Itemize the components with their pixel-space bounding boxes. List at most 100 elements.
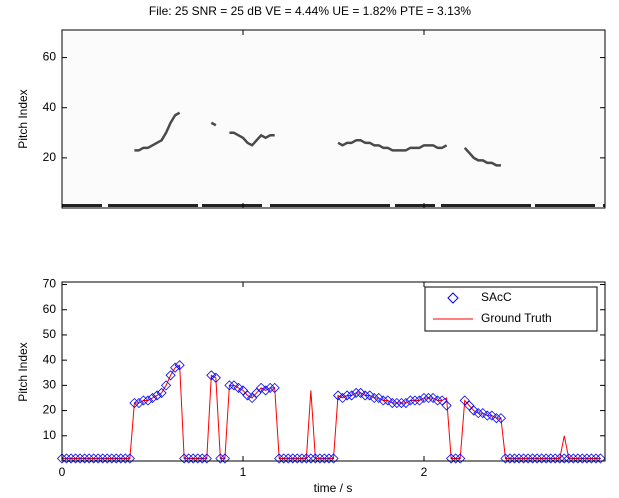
diamond-marker	[283, 453, 294, 464]
diamond-marker	[482, 410, 493, 421]
y-tick-label: 70	[43, 277, 57, 291]
diamond-marker	[97, 453, 108, 464]
diamond-marker	[418, 392, 430, 404]
diamond-marker	[355, 387, 366, 398]
diamond-marker	[274, 453, 285, 464]
diamond-marker	[278, 453, 289, 464]
diamond-marker	[500, 453, 511, 464]
series-line	[62, 364, 601, 459]
diamond-marker	[115, 453, 126, 464]
diamond-marker	[147, 392, 158, 404]
diamond-marker	[228, 380, 240, 391]
y-tick-label: 60	[43, 302, 57, 316]
diamond-marker	[102, 453, 113, 464]
diamond-marker	[541, 453, 552, 464]
diamond-marker	[210, 372, 221, 383]
y-tick-label: 50	[43, 327, 57, 341]
diamond-marker	[215, 453, 226, 464]
diamond-marker	[550, 453, 561, 464]
diamond-marker	[391, 397, 402, 409]
diamond-marker	[491, 413, 502, 424]
diamond-marker	[468, 405, 479, 416]
diamond-marker	[595, 453, 606, 464]
diamond-marker	[495, 413, 506, 424]
diamond-marker	[405, 395, 416, 406]
diamond-marker	[572, 453, 583, 464]
diamond-marker	[170, 362, 181, 373]
legend-label: SAcC	[481, 290, 512, 304]
diamond-marker	[88, 453, 99, 464]
diamond-marker	[314, 453, 325, 464]
image-contour	[229, 131, 275, 147]
diamond-marker	[536, 453, 547, 464]
y-tick-label: 10	[43, 428, 57, 442]
diamond-marker	[532, 453, 543, 464]
diamond-marker	[513, 453, 525, 464]
diamond-marker	[400, 397, 411, 409]
y-tick-label: 40	[43, 352, 57, 366]
diamond-marker	[581, 453, 592, 464]
diamond-marker	[246, 392, 258, 404]
x-axis-label: time / s	[314, 481, 353, 495]
diamond-marker	[473, 408, 484, 419]
diamond-marker	[387, 397, 398, 409]
diamond-marker	[75, 453, 86, 464]
diamond-marker	[106, 453, 117, 464]
diamond-marker	[165, 370, 176, 381]
diamond-marker	[265, 382, 276, 393]
diamond-marker	[346, 390, 357, 401]
diamond-marker	[446, 453, 457, 464]
diamond-marker	[527, 453, 538, 464]
diamond-marker	[504, 453, 516, 464]
y-axis-label: Pitch Index	[16, 89, 30, 148]
diamond-marker	[269, 382, 280, 393]
diamond-marker	[292, 453, 303, 464]
diamond-marker	[378, 395, 389, 406]
diamond-marker	[369, 392, 380, 404]
diamond-marker	[188, 453, 199, 464]
y-tick-label: 20	[43, 403, 57, 417]
diamond-marker	[138, 395, 149, 406]
diamond-marker	[545, 453, 556, 464]
diamond-marker	[509, 453, 520, 464]
image-contour	[210, 121, 217, 127]
diamond-marker	[590, 453, 602, 464]
diamond-marker	[382, 395, 393, 406]
diamond-marker	[156, 387, 167, 398]
diamond-marker	[455, 453, 466, 464]
diamond-marker	[554, 453, 565, 464]
diamond-marker	[568, 453, 579, 464]
diamond-marker	[224, 380, 235, 391]
chart-title: File: 25 SNR = 25 dB VE = 4.44% UE = 1.8…	[149, 4, 472, 18]
diamond-marker	[310, 453, 321, 464]
diamond-marker	[219, 453, 230, 464]
diamond-marker	[450, 453, 461, 464]
diamond-marker	[260, 385, 271, 396]
diamond-marker	[79, 453, 90, 464]
diamond-marker	[124, 453, 135, 464]
legend-label: Ground Truth	[481, 311, 552, 325]
diamond-marker	[174, 360, 185, 371]
diamond-marker	[437, 395, 448, 406]
diamond-marker	[256, 382, 267, 393]
diamond-marker	[161, 380, 172, 391]
diamond-marker	[305, 453, 316, 464]
diamond-marker	[179, 453, 190, 464]
diamond-marker	[577, 453, 588, 464]
diamond-marker	[409, 395, 421, 406]
diamond-marker	[563, 453, 574, 464]
diamond-marker	[323, 453, 335, 464]
diamond-marker	[251, 387, 262, 398]
diamond-marker	[559, 453, 570, 464]
diamond-marker	[129, 397, 140, 409]
diamond-marker	[464, 400, 475, 411]
y-tick-label: 60	[43, 50, 57, 64]
diamond-marker	[477, 408, 488, 419]
diamond-marker	[70, 453, 81, 464]
diamond-marker	[459, 395, 470, 406]
diamond-marker	[319, 453, 330, 464]
axes-box	[61, 281, 606, 462]
diamond-marker	[242, 390, 253, 401]
diamond-marker	[120, 453, 131, 464]
